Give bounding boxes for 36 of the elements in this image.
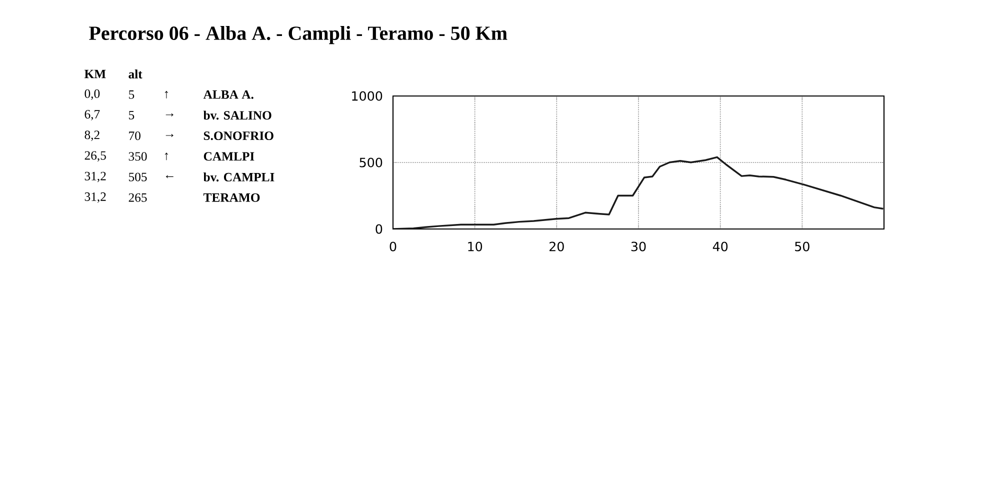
- x-tick-label: 40: [712, 242, 728, 252]
- text: 0,0: [84, 89, 100, 100]
- x-tick-label: 50: [795, 242, 810, 252]
- text: S.ONOFRIO: [204, 132, 274, 140]
- y-tick-label: 500: [360, 158, 382, 168]
- y-tick-label: 0: [376, 224, 382, 234]
- x-tick-label: 10: [468, 242, 482, 252]
- text: alt: [128, 70, 142, 78]
- text: 26,5: [84, 151, 106, 162]
- text: ↑: [164, 90, 168, 98]
- line-series: [393, 156, 884, 229]
- x-tick-label: 0: [390, 242, 396, 252]
- x-tick-label: 20: [550, 242, 564, 252]
- text: →: [166, 113, 174, 116]
- text: ←: [166, 175, 174, 178]
- text: bv. CAMPLI: [203, 172, 274, 182]
- text: 6,7: [84, 110, 100, 120]
- text: 70: [129, 132, 140, 140]
- x-tick-label: 30: [631, 242, 646, 252]
- text: 5: [129, 110, 134, 120]
- text: bv. SALINO: [203, 110, 272, 120]
- text: →: [166, 134, 174, 137]
- text: 8,2: [84, 130, 100, 141]
- chart-title: Percorso 06 - Alba A. - Campli - Teramo - 50 Km: [89, 26, 508, 44]
- y-tick-label: 1000: [352, 91, 382, 101]
- text: TERAMO: [203, 193, 260, 202]
- text: CAMLPI: [204, 152, 254, 161]
- text: ALBA A.: [203, 90, 254, 99]
- text: 265: [128, 193, 147, 202]
- text: 31,2: [84, 172, 106, 182]
- text: 505: [129, 172, 147, 182]
- text: KM: [84, 70, 106, 78]
- text: 31,2: [84, 192, 106, 203]
- text: ↑: [164, 152, 168, 160]
- text: 350: [128, 152, 147, 161]
- text: 5: [129, 90, 134, 99]
